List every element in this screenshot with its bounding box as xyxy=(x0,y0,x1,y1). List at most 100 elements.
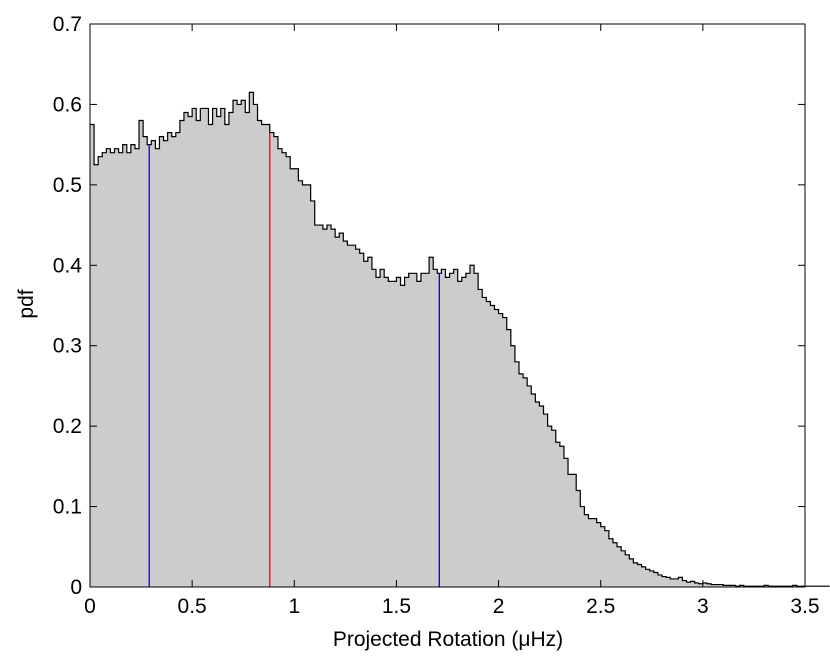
histogram-bar xyxy=(637,564,642,587)
histogram-bar xyxy=(514,361,520,587)
histogram-bar xyxy=(690,581,696,587)
histogram-bar xyxy=(698,583,704,587)
histogram-bar xyxy=(588,518,593,587)
histogram-bar xyxy=(90,124,95,588)
histogram-bar xyxy=(416,281,422,587)
histogram-bar xyxy=(706,583,712,587)
histogram-bar xyxy=(106,148,111,587)
histogram-bar xyxy=(629,558,634,587)
y-tick-label: 0.6 xyxy=(53,93,82,116)
histogram-bar xyxy=(355,249,361,587)
histogram-bar xyxy=(249,92,254,587)
histogram-bar xyxy=(617,546,622,587)
histogram-bar xyxy=(196,120,201,587)
histogram-bar xyxy=(339,233,344,587)
x-axis-title: Projected Rotation (μHz) xyxy=(333,628,563,651)
histogram-bar xyxy=(151,140,156,587)
histogram-bar xyxy=(568,474,573,587)
histogram-bar xyxy=(596,522,602,587)
histogram-bar xyxy=(294,168,299,587)
histogram-bar xyxy=(723,585,728,587)
x-tick-label: 0 xyxy=(84,595,96,618)
histogram-bar xyxy=(171,136,177,587)
histogram-bar xyxy=(792,585,798,587)
histogram-bar xyxy=(363,261,369,587)
histogram-bar xyxy=(563,458,569,587)
histogram-bar xyxy=(584,514,589,587)
histogram-bar xyxy=(126,152,132,587)
histogram-bar xyxy=(224,124,230,588)
histogram-bar xyxy=(265,124,271,588)
histogram-bar xyxy=(465,273,471,587)
histogram-bar xyxy=(461,277,467,587)
histogram-bar xyxy=(237,104,242,587)
histogram-bar xyxy=(118,152,124,587)
histogram-bar xyxy=(314,225,320,588)
y-axis: 0 0.1 0.2 0.3 0.4 0.5 0.6 0.7 xyxy=(53,13,805,599)
histogram-bar xyxy=(188,116,193,587)
histogram-bar xyxy=(519,373,524,587)
plot-area xyxy=(89,23,830,588)
histogram-bar xyxy=(110,152,115,587)
histogram-bar xyxy=(445,277,450,587)
histogram-bar xyxy=(139,120,144,587)
histogram-bar xyxy=(482,297,487,587)
histogram-bar xyxy=(302,184,307,587)
histogram-bar xyxy=(678,577,683,587)
histogram-bar xyxy=(367,257,373,587)
histogram-bar xyxy=(269,132,275,588)
histogram-bar xyxy=(429,257,434,587)
histogram-bar xyxy=(220,108,226,587)
histogram-bar xyxy=(527,385,532,587)
histogram-bar xyxy=(233,100,238,588)
histogram-bar xyxy=(261,124,267,588)
histogram-bar xyxy=(273,136,279,587)
histogram-bar xyxy=(666,577,671,587)
histogram-bar xyxy=(657,574,663,587)
histogram-outline xyxy=(90,91,830,587)
histogram-bar xyxy=(253,104,258,587)
histogram-bar xyxy=(102,152,107,587)
y-tick-label: 0.1 xyxy=(53,496,82,519)
histogram-bar xyxy=(523,377,528,587)
histogram-bar xyxy=(396,277,401,587)
histogram-bar xyxy=(155,148,160,587)
histogram-bar xyxy=(433,269,438,587)
histogram-bar xyxy=(400,285,405,587)
histogram-bar xyxy=(478,289,483,587)
histogram-bar xyxy=(719,584,724,587)
histogram-bar xyxy=(539,406,544,587)
histogram-bar xyxy=(216,116,222,587)
histogram-bar xyxy=(94,164,99,587)
histogram-bar xyxy=(510,345,516,587)
histogram-bar xyxy=(649,570,655,587)
histogram-bar xyxy=(331,229,336,588)
histogram-bar xyxy=(277,148,283,587)
axes-box xyxy=(89,23,806,588)
histogram-bar xyxy=(547,426,553,587)
x-tick-label: 2 xyxy=(493,595,505,618)
histogram-bar xyxy=(192,108,197,587)
histogram-bar xyxy=(490,305,495,587)
histogram-bar xyxy=(453,269,459,587)
x-tick-label: 0.5 xyxy=(178,595,207,618)
x-axis: 0 0.5 1 1.5 2 2.5 3 3.5 xyxy=(84,24,820,618)
histogram-bar xyxy=(159,136,164,587)
histogram-bar xyxy=(739,585,745,587)
histogram-bar xyxy=(641,566,647,587)
y-tick-label: 0 xyxy=(70,576,82,599)
histogram-bar xyxy=(228,112,234,587)
y-tick-label: 0.7 xyxy=(53,13,82,36)
histogram-bar xyxy=(412,273,418,587)
y-axis-title: pdf xyxy=(15,289,38,318)
histogram-bar xyxy=(715,584,720,587)
histogram-bar xyxy=(347,245,352,587)
histogram-bar xyxy=(322,229,328,588)
histogram-bar xyxy=(318,225,324,588)
histogram-bar xyxy=(731,585,736,587)
histogram-bar xyxy=(600,526,606,587)
x-tick-label: 3 xyxy=(697,595,709,618)
histogram-bar xyxy=(580,506,585,587)
histogram-bar xyxy=(351,245,356,587)
histogram-bar xyxy=(179,120,185,587)
